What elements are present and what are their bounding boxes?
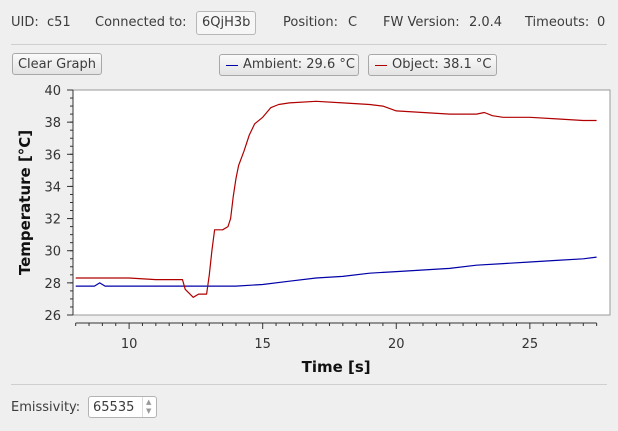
y-tick-label: 28 (44, 277, 61, 292)
legend-ambient-label: Ambient: 29.6 °C (243, 57, 355, 72)
legend-ambient-swatch (226, 65, 238, 66)
fw-version-value: 2.0.4 (469, 15, 503, 30)
fw-version-label: FW Version: (383, 15, 460, 30)
y-tick-label: 38 (44, 116, 61, 131)
x-tick-label: 15 (254, 337, 271, 352)
y-tick-label: 32 (44, 213, 61, 228)
y-tick-label: 34 (44, 180, 61, 195)
legend-object-swatch (375, 65, 387, 66)
legend-ambient[interactable]: Ambient: 29.6 °C (219, 54, 359, 76)
connected-uid-field[interactable]: 6QjH3b (196, 11, 257, 35)
y-tick-label: 40 (44, 84, 61, 99)
temperature-chart: 26 28 30 32 34 36 38 40 10 15 20 25 Time [s] Temperat… (16, 84, 611, 376)
y-axis-title: Temperature [°C] (16, 130, 34, 275)
spin-down-icon[interactable]: ▼ (146, 407, 152, 415)
timeouts-label: Timeouts: (525, 15, 590, 30)
top-divider (11, 44, 607, 45)
position-label: Position: (283, 15, 338, 30)
legend-object[interactable]: Object: 38.1 °C (368, 54, 497, 76)
y-tick-label: 30 (44, 245, 61, 260)
clear-graph-button[interactable]: Clear Graph (12, 53, 102, 75)
series-line-object (75, 100, 597, 298)
x-tick-label: 25 (522, 337, 539, 352)
position-value: C (348, 15, 358, 30)
legend-object-label: Object: 38.1 °C (392, 57, 492, 72)
series-line-ambient (75, 256, 597, 287)
spin-arrows[interactable]: ▲ ▼ (142, 397, 156, 417)
emissivity-input[interactable] (89, 397, 147, 417)
spin-up-icon[interactable]: ▲ (146, 398, 152, 406)
y-tick-label: 36 (44, 148, 61, 163)
uid-value: c51 (47, 15, 71, 30)
emissivity-spinbox[interactable]: ▲ ▼ (88, 396, 157, 418)
bottom-divider (11, 384, 607, 385)
status-bar: UID: c51 Connected to: 6QjH3b Position: … (0, 0, 618, 44)
timeouts-value: 0 (597, 15, 606, 30)
y-tick-label: 26 (44, 309, 61, 324)
plot-area (72, 89, 611, 316)
x-tick-label: 20 (388, 337, 405, 352)
connected-label: Connected to: (95, 15, 187, 30)
emissivity-label: Emissivity: (11, 400, 81, 415)
x-axis-title: Time [s] (302, 358, 371, 376)
uid-label: UID: (11, 15, 39, 30)
x-tick-label: 10 (121, 337, 138, 352)
